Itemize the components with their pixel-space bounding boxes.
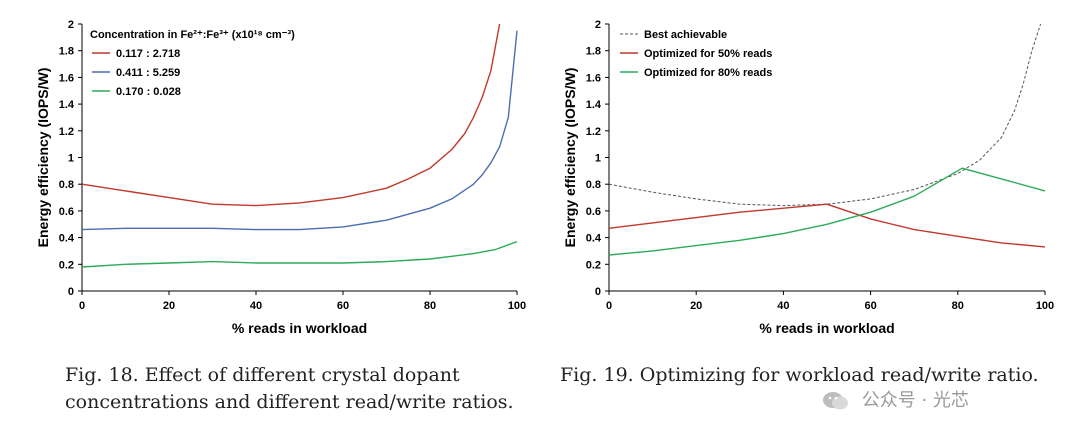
fig19-x-tick-label: 0 <box>606 300 612 312</box>
fig18-x-tick-label: 100 <box>508 300 526 312</box>
fig18-x-tick-label: 20 <box>163 300 175 312</box>
fig19-y-tick-label: 0 <box>595 286 601 298</box>
fig18-x-axis-label: % reads in workload <box>232 320 367 336</box>
fig18-x-tick-label: 40 <box>250 300 262 312</box>
fig19-y-tick-label: 1.8 <box>586 46 601 58</box>
fig19-y-tick-label: 1 <box>595 153 601 165</box>
fig18-y-tick-label: 1.2 <box>59 126 74 138</box>
fig18-legend-title: Concentration in Fe²⁺:Fe³⁺ (x10¹⁸ cm⁻³) <box>90 29 295 41</box>
fig19-y-tick-label: 0.8 <box>586 179 601 191</box>
fig18-legend-label-0: 0.117 : 2.718 <box>116 48 180 60</box>
fig19-y-tick-label: 1.6 <box>586 72 601 84</box>
fig18-series-line-0 <box>82 23 501 207</box>
fig18-x-tick-label: 0 <box>79 300 85 312</box>
fig18-series-line-2 <box>82 240 518 268</box>
fig19-y-tick-label: 0.6 <box>586 206 601 218</box>
fig18-series-line-1 <box>82 30 518 231</box>
fig19-caption: Fig. 19. Optimizing for workload read/wr… <box>560 364 1039 386</box>
fig19-y-tick-label: 2 <box>595 19 601 31</box>
fig19-y-tick-label: 1.4 <box>586 99 602 111</box>
fig19-y-tick-label: 0.2 <box>586 259 601 271</box>
fig19-x-tick-label: 80 <box>952 300 964 312</box>
fig19-y-axis-label: Energy efficiency (IOPS/W) <box>562 68 578 248</box>
fig18-caption: Fig. 18. Effect of different crystal dop… <box>65 364 514 413</box>
wechat-icon <box>823 392 848 410</box>
fig19-x-tick-label: 20 <box>690 300 702 312</box>
fig19-y-tick-label: 1.2 <box>586 126 601 138</box>
fig19-legend-label-0: Best achievable <box>644 29 727 41</box>
fig19-legend-label-2: Optimized for 80% reads <box>644 67 772 79</box>
watermark-text: 公众号 · 光芯 <box>861 390 969 411</box>
fig18-y-tick-label: 0.6 <box>59 206 74 218</box>
fig19-x-tick-label: 100 <box>1036 300 1054 312</box>
fig19-x-axis-label: % reads in workload <box>759 320 894 336</box>
fig18-y-axis-label: Energy efficiency (IOPS/W) <box>35 68 51 248</box>
fig18-legend-label-1: 0.411 : 5.259 <box>116 67 180 79</box>
fig18-y-tick-label: 0.4 <box>59 233 75 245</box>
fig18-x-tick-label: 80 <box>424 300 436 312</box>
fig19-x-tick-label: 40 <box>777 300 789 312</box>
fig19-series-line-2 <box>609 167 1046 256</box>
fig18-y-tick-label: 2 <box>68 19 74 31</box>
fig18-x-tick-label: 60 <box>337 300 349 312</box>
fig19-legend-label-1: Optimized for 50% reads <box>644 48 772 60</box>
fig18-legend-label-2: 0.170 : 0.028 <box>116 86 181 98</box>
fig19-series-line-0 <box>609 23 1042 207</box>
fig18-y-tick-label: 1 <box>68 153 74 165</box>
fig18-y-tick-label: 0.8 <box>59 179 74 191</box>
fig18-y-tick-label: 1.4 <box>59 99 75 111</box>
fig18-y-tick-label: 0.2 <box>59 259 74 271</box>
watermark: 公众号 · 光芯 <box>822 386 969 412</box>
fig19-x-tick-label: 60 <box>864 300 876 312</box>
fig19-series-line-1 <box>609 203 1046 248</box>
fig18-y-tick-label: 1.8 <box>59 46 74 58</box>
fig18-y-tick-label: 0 <box>68 286 74 298</box>
fig19-y-tick-label: 0.4 <box>586 233 602 245</box>
fig18-y-tick-label: 1.6 <box>59 72 74 84</box>
